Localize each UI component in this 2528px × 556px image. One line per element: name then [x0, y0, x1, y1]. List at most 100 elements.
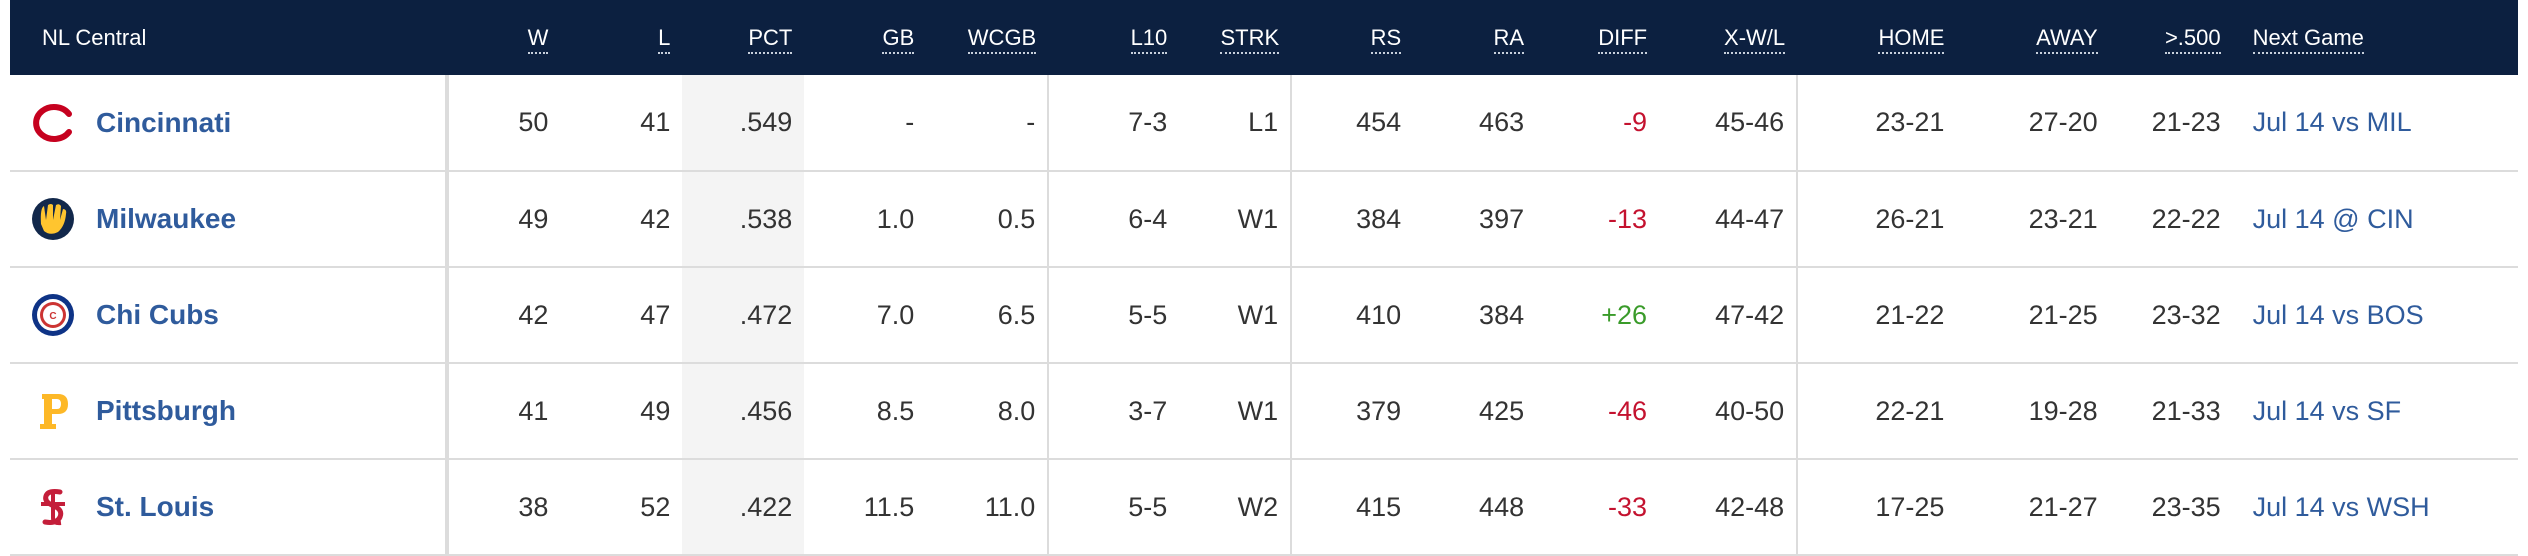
cell-ra: 384: [1413, 267, 1537, 364]
cell-ra: 397: [1413, 171, 1537, 268]
brewers-glove-logo-icon: [32, 198, 74, 240]
cell-pct: .472: [682, 267, 805, 364]
col-header-l10[interactable]: L10: [1048, 0, 1180, 75]
cell-xwl: 42-48: [1659, 459, 1799, 556]
cell-over500: 23-35: [2109, 459, 2233, 556]
cell-l10: 5-5: [1048, 459, 1180, 556]
team-cell[interactable]: Pittsburgh: [10, 363, 450, 460]
cell-pct: .422: [682, 459, 805, 556]
team-name-link[interactable]: Chi Cubs: [96, 299, 219, 330]
team-name-link[interactable]: Pittsburgh: [96, 395, 236, 426]
cardinals-stl-logo-icon: [41, 489, 65, 526]
table-row: St. Louis 38 52 .422 11.5 11.0 5-5 W2 41…: [10, 459, 2518, 556]
cell-strk: L1: [1179, 75, 1293, 172]
col-header-l[interactable]: L: [560, 0, 683, 75]
reds-c-logo-icon: [33, 103, 72, 142]
cell-over500: 22-22: [2109, 171, 2233, 268]
team-cell[interactable]: Cincinnati: [10, 75, 450, 172]
cell-over500: 21-33: [2109, 363, 2233, 460]
col-header-rs[interactable]: RS: [1291, 0, 1414, 75]
cubs-roundel-logo-icon: C: [32, 294, 74, 336]
cell-l10: 6-4: [1048, 171, 1180, 268]
cell-rs: 410: [1291, 267, 1414, 364]
cell-diff: -13: [1536, 171, 1660, 268]
cell-xwl: 45-46: [1659, 75, 1799, 172]
cell-rs: 379: [1291, 363, 1414, 460]
cell-xwl: 40-50: [1659, 363, 1799, 460]
cell-gb: 11.5: [804, 459, 927, 556]
cell-l: 49: [560, 363, 683, 460]
cell-home: 22-21: [1797, 363, 1957, 460]
col-header-gb[interactable]: GB: [804, 0, 927, 75]
cell-away: 21-27: [1956, 459, 2110, 556]
cell-gb: 7.0: [804, 267, 927, 364]
cell-l: 52: [560, 459, 683, 556]
cell-rs: 384: [1291, 171, 1414, 268]
team-name-link[interactable]: St. Louis: [96, 491, 215, 522]
cell-l10: 3-7: [1048, 363, 1180, 460]
cell-away: 27-20: [1956, 75, 2110, 172]
next-game-link[interactable]: Jul 14 vs MIL: [2232, 75, 2518, 172]
cell-gb: 1.0: [804, 171, 927, 268]
table-row: C Chi Cubs 42 47 .472 7.0 6.5 5-5 W1 410…: [10, 267, 2518, 364]
cell-l: 42: [560, 171, 683, 268]
team-name-link[interactable]: Milwaukee: [96, 203, 237, 234]
team-cell[interactable]: St. Louis: [10, 459, 450, 556]
cell-wcgb: 0.5: [926, 171, 1050, 268]
cell-w: 38: [447, 459, 561, 556]
cell-strk: W1: [1179, 267, 1293, 364]
cell-w: 49: [447, 171, 561, 268]
col-header-wcgb[interactable]: WCGB: [926, 0, 1049, 75]
next-game-link[interactable]: Jul 14 vs WSH: [2232, 459, 2518, 556]
cell-over500: 23-32: [2109, 267, 2233, 364]
header-row: NL Central W L PCT GB WCGB L10 STRK RS R…: [10, 0, 2518, 75]
cell-diff: -9: [1536, 75, 1660, 172]
col-header-home[interactable]: HOME: [1797, 0, 1957, 75]
col-header-away[interactable]: AWAY: [1956, 0, 2110, 75]
svg-text:C: C: [49, 311, 56, 322]
standings-container: NL Central W L PCT GB WCGB L10 STRK RS R…: [10, 0, 2518, 556]
cell-ra: 448: [1413, 459, 1537, 556]
cell-away: 19-28: [1956, 363, 2110, 460]
col-header-pct[interactable]: PCT: [682, 0, 805, 75]
cell-diff: -46: [1536, 363, 1660, 460]
cell-strk: W1: [1179, 171, 1293, 268]
team-cell[interactable]: C Chi Cubs: [10, 267, 450, 364]
cell-away: 21-25: [1956, 267, 2110, 364]
next-game-link[interactable]: Jul 14 vs SF: [2232, 363, 2518, 460]
cell-strk: W1: [1179, 363, 1293, 460]
cell-home: 23-21: [1797, 75, 1957, 172]
cell-w: 50: [447, 75, 561, 172]
cell-pct: .456: [682, 363, 805, 460]
cell-strk: W2: [1179, 459, 1293, 556]
col-header-strk[interactable]: STRK: [1179, 0, 1292, 75]
cell-gb: 8.5: [804, 363, 927, 460]
cell-home: 17-25: [1797, 459, 1957, 556]
col-header-xwl[interactable]: X-W/L: [1659, 0, 1798, 75]
standings-table: NL Central W L PCT GB WCGB L10 STRK RS R…: [10, 0, 2518, 556]
cell-wcgb: 6.5: [926, 267, 1050, 364]
team-name-link[interactable]: Cincinnati: [96, 106, 232, 138]
col-header-w[interactable]: W: [447, 0, 561, 75]
cell-home: 21-22: [1797, 267, 1957, 364]
col-header-next-game[interactable]: Next Game: [2232, 0, 2518, 75]
col-header-ra[interactable]: RA: [1413, 0, 1537, 75]
table-row: Cincinnati 50 41 .549 - - 7-3 L1 454 463…: [10, 75, 2518, 172]
col-header-diff[interactable]: DIFF: [1536, 0, 1660, 75]
cell-rs: 415: [1291, 459, 1414, 556]
col-header-over500[interactable]: >.500: [2109, 0, 2233, 75]
pirates-p-logo-icon: [40, 394, 68, 429]
cell-diff: +26: [1536, 267, 1660, 364]
cell-l10: 7-3: [1048, 75, 1180, 172]
cell-ra: 463: [1413, 75, 1537, 172]
cell-gb: -: [804, 75, 927, 172]
cell-l10: 5-5: [1048, 267, 1180, 364]
team-cell[interactable]: Milwaukee: [10, 171, 450, 268]
cell-xwl: 47-42: [1659, 267, 1799, 364]
cell-home: 26-21: [1797, 171, 1957, 268]
next-game-link[interactable]: Jul 14 @ CIN: [2232, 171, 2518, 268]
next-game-link[interactable]: Jul 14 vs BOS: [2232, 267, 2518, 364]
cell-w: 42: [447, 267, 561, 364]
cell-wcgb: -: [926, 75, 1050, 172]
cell-w: 41: [447, 363, 561, 460]
